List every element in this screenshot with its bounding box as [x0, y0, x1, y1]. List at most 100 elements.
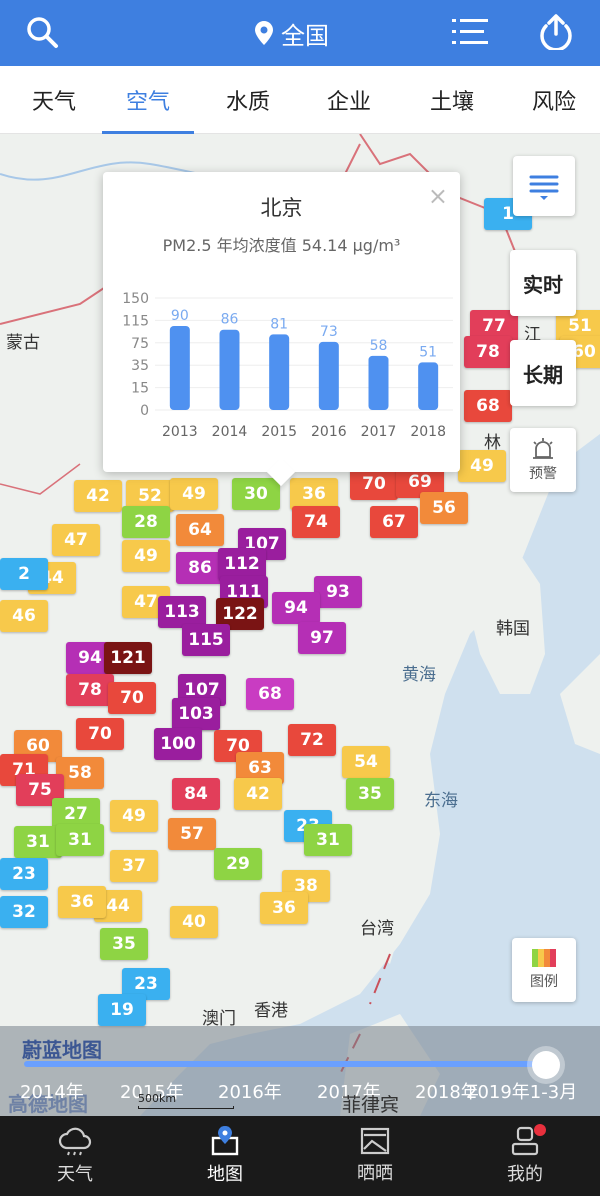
year-2017[interactable]: 2017年	[317, 1082, 381, 1103]
list-menu-icon[interactable]	[450, 12, 490, 52]
year-2018[interactable]: 2018年	[415, 1082, 479, 1103]
nav-share-label: 晒晒	[357, 1163, 393, 1184]
y-tick-label: 115	[122, 313, 149, 329]
tab-enterprise[interactable]: 企业	[326, 90, 371, 115]
aqi-marker[interactable]: 70	[350, 468, 398, 500]
aqi-marker[interactable]: 84	[172, 778, 220, 810]
watermark-weilan: 蔚蓝地图	[22, 1038, 102, 1062]
aqi-marker[interactable]: 94	[272, 592, 320, 624]
aqi-marker[interactable]: 35	[346, 778, 394, 810]
nav-share-photo[interactable]: 晒晒	[300, 1116, 450, 1196]
aqi-marker[interactable]: 47	[52, 524, 100, 556]
aqi-marker[interactable]: 35	[100, 928, 148, 960]
aqi-marker[interactable]: 40	[170, 906, 218, 938]
search-icon[interactable]	[22, 12, 62, 52]
aqi-marker[interactable]: 23	[0, 858, 48, 890]
aqi-marker[interactable]: 103	[172, 698, 220, 730]
tab-water[interactable]: 水质	[225, 90, 270, 115]
year-2015[interactable]: 2015年	[120, 1082, 184, 1103]
tab-weather[interactable]: 天气	[31, 90, 76, 115]
aqi-marker[interactable]: 56	[420, 492, 468, 524]
bottom-nav: 天气 地图 晒晒 我的	[0, 1116, 600, 1196]
map-scale-label: 500km	[138, 1092, 177, 1105]
timeline-slider-handle[interactable]	[532, 1051, 560, 1079]
aqi-marker[interactable]: 37	[110, 850, 158, 882]
aqi-marker[interactable]: 28	[122, 506, 170, 538]
close-icon[interactable]: ×	[427, 182, 448, 210]
aqi-marker[interactable]: 78	[464, 336, 512, 368]
timeline-track[interactable]	[24, 1061, 546, 1067]
aqi-marker[interactable]: 54	[342, 746, 390, 778]
aqi-marker[interactable]: 30	[232, 478, 280, 510]
aqi-marker[interactable]: 112	[218, 548, 266, 580]
share-upload-icon[interactable]	[536, 12, 576, 52]
location-pin-icon	[255, 21, 273, 45]
aqi-marker[interactable]: 36	[290, 478, 338, 510]
label-mongolia: 蒙古	[6, 333, 40, 353]
aqi-marker[interactable]: 32	[0, 896, 48, 928]
aqi-marker[interactable]: 100	[154, 728, 202, 760]
year-2016[interactable]: 2016年	[218, 1082, 282, 1103]
aqi-marker[interactable]: 31	[304, 824, 352, 856]
aqi-marker[interactable]: 36	[58, 886, 106, 918]
aqi-marker[interactable]: 49	[170, 478, 218, 510]
aqi-marker[interactable]: 115	[182, 624, 230, 656]
aqi-marker[interactable]: 68	[246, 678, 294, 710]
aqi-marker[interactable]: 70	[108, 682, 156, 714]
aqi-marker[interactable]: 57	[168, 818, 216, 850]
realtime-button[interactable]: 实时	[510, 250, 576, 316]
photo-icon	[360, 1127, 390, 1155]
aqi-marker[interactable]: 74	[292, 506, 340, 538]
aqi-marker[interactable]: 67	[370, 506, 418, 538]
legend-icon	[532, 949, 556, 967]
aqi-marker[interactable]: 121	[104, 642, 152, 674]
year-2014[interactable]: 2014年	[20, 1082, 84, 1103]
aqi-marker[interactable]: 78	[66, 674, 114, 706]
nav-map[interactable]: 地图	[150, 1116, 300, 1196]
nav-mine[interactable]: 我的	[450, 1116, 600, 1196]
legend-label: 图例	[530, 974, 558, 990]
aqi-marker[interactable]: 72	[288, 724, 336, 756]
top-bar: 全国	[0, 0, 600, 66]
y-tick-label: 0	[140, 403, 149, 419]
label-korea: 韩国	[496, 619, 530, 639]
label-philippines: 菲律宾	[342, 1094, 400, 1116]
aqi-marker[interactable]: 46	[0, 600, 48, 632]
aqi-marker[interactable]: 42	[234, 778, 282, 810]
aqi-marker[interactable]: 113	[158, 596, 206, 628]
aqi-marker[interactable]: 122	[216, 598, 264, 630]
aqi-marker[interactable]: 68	[464, 390, 512, 422]
aqi-marker[interactable]: 97	[298, 622, 346, 654]
tab-risk[interactable]: 风险	[531, 90, 576, 115]
aqi-marker[interactable]: 31	[14, 826, 62, 858]
label-macau: 澳门	[202, 1009, 236, 1029]
aqi-marker[interactable]: 36	[260, 892, 308, 924]
location-label: 全国	[281, 21, 329, 50]
chart-bar	[169, 326, 190, 410]
nav-weather[interactable]: 天气	[0, 1116, 150, 1196]
aqi-marker[interactable]: 29	[214, 848, 262, 880]
year-2019-q1[interactable]: 2019年1-3月	[466, 1082, 578, 1103]
legend-button[interactable]: 图例	[512, 938, 576, 1002]
tab-soil[interactable]: 土壤	[429, 90, 474, 115]
aqi-marker[interactable]: 64	[176, 514, 224, 546]
aqi-marker[interactable]: 19	[98, 994, 146, 1026]
aqi-marker[interactable]: 49	[122, 540, 170, 572]
x-tick-label: 2018	[410, 424, 446, 440]
aqi-marker[interactable]: 31	[56, 824, 104, 856]
aqi-marker[interactable]: 70	[76, 718, 124, 750]
aqi-marker[interactable]: 58	[56, 757, 104, 789]
longterm-button[interactable]: 长期	[510, 340, 576, 406]
location-selector[interactable]: 全国	[255, 15, 329, 51]
aqi-marker[interactable]: 2	[0, 558, 48, 590]
nav-weather-label: 天气	[57, 1164, 93, 1185]
aqi-marker[interactable]: 93	[314, 576, 362, 608]
aqi-marker[interactable]: 42	[74, 480, 122, 512]
aqi-marker[interactable]: 86	[176, 552, 224, 584]
tab-air[interactable]: 空气	[102, 66, 194, 134]
bar-value-label: 51	[419, 344, 437, 360]
aqi-marker[interactable]: 49	[110, 800, 158, 832]
warning-button[interactable]: 预警	[510, 428, 576, 492]
layers-button[interactable]	[513, 156, 575, 216]
aqi-marker[interactable]: 49	[458, 450, 506, 482]
